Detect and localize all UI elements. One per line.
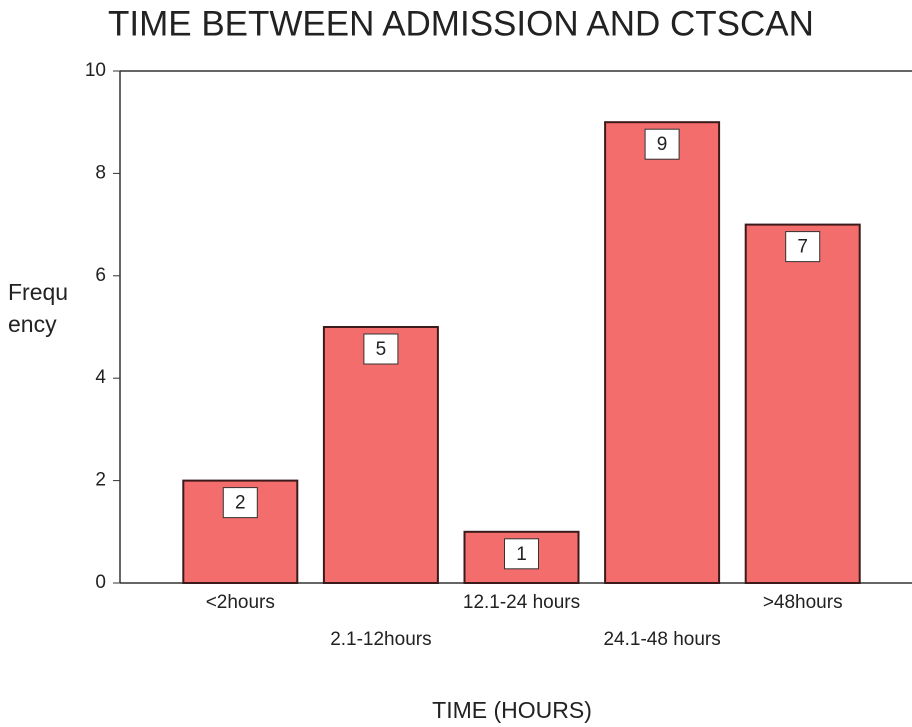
y-tick-label: 8 — [95, 162, 106, 183]
y-tick-label: 0 — [95, 572, 106, 593]
value-label: 2 — [235, 493, 246, 514]
y-tick-label: 6 — [95, 265, 106, 286]
x-tick-label: <2hours — [206, 592, 275, 613]
x-axis-label: TIME (HOURS) — [432, 697, 592, 723]
bar — [604, 121, 721, 584]
x-tick-label: 24.1-48 hours — [603, 629, 720, 650]
y-tick-label: 4 — [95, 367, 106, 388]
x-tick-label: >48hours — [763, 592, 843, 613]
value-label: 1 — [516, 544, 527, 565]
value-label: 7 — [797, 237, 808, 258]
y-axis-label: Frequency — [8, 279, 69, 337]
chart-title: TIME BETWEEN ADMISSION AND CTSCAN — [108, 4, 814, 43]
y-tick-label: 10 — [85, 60, 106, 81]
value-label-box — [785, 231, 821, 263]
value-label: 5 — [376, 339, 387, 360]
bar — [322, 326, 439, 584]
bar — [744, 223, 861, 584]
value-label: 9 — [657, 134, 668, 155]
value-label-box — [222, 487, 258, 519]
value-label-box — [363, 333, 399, 365]
y-tick-label: 2 — [95, 470, 106, 491]
value-label-box — [644, 128, 680, 160]
value-label-box — [504, 538, 539, 570]
x-tick-label: 2.1-12hours — [330, 629, 431, 650]
x-tick-label: 12.1-24 hours — [463, 592, 580, 613]
